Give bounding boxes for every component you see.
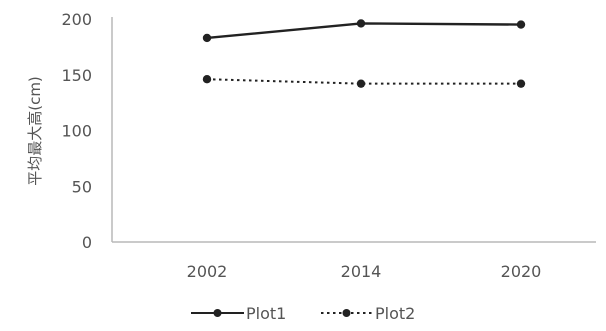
legend-item-plot1: Plot1 bbox=[191, 304, 286, 323]
legend: Plot1 Plot2 bbox=[191, 304, 415, 323]
series-lines bbox=[206, 22, 522, 85]
data-point-plot1-2020 bbox=[516, 20, 526, 29]
y-tick-label-100: 100 bbox=[61, 122, 92, 141]
data-point-plot2-2014 bbox=[356, 79, 366, 88]
legend-label-plot2: Plot2 bbox=[375, 304, 415, 323]
y-axis-title-group: 平均最大高(cm) bbox=[26, 76, 44, 186]
data-point-plot1-2014 bbox=[356, 19, 366, 28]
y-axis-title: 平均最大高(cm) bbox=[26, 76, 44, 186]
y-tick-label-0: 0 bbox=[82, 233, 92, 252]
data-point-plot1-2002 bbox=[202, 33, 212, 43]
legend-label-plot1: Plot1 bbox=[246, 304, 286, 323]
y-tick-label-200: 200 bbox=[61, 10, 92, 29]
y-tick-labels: 0 50 100 150 200 bbox=[61, 10, 92, 252]
legend-swatch-marker-plot1 bbox=[213, 309, 222, 317]
data-point-plot2-2002 bbox=[202, 75, 212, 84]
series-points bbox=[202, 19, 526, 88]
legend-item-plot2: Plot2 bbox=[321, 304, 415, 323]
axes bbox=[111, 17, 596, 243]
y-tick-label-150: 150 bbox=[61, 66, 92, 85]
x-tick-labels: 2002 2014 2020 bbox=[187, 262, 542, 281]
x-tick-label-2014: 2014 bbox=[341, 262, 382, 281]
y-tick-label-50: 50 bbox=[72, 177, 92, 196]
data-point-plot2-2020 bbox=[516, 79, 526, 88]
x-tick-label-2020: 2020 bbox=[501, 262, 542, 281]
legend-swatch-marker-plot2 bbox=[342, 309, 351, 317]
x-tick-label-2002: 2002 bbox=[187, 262, 228, 281]
